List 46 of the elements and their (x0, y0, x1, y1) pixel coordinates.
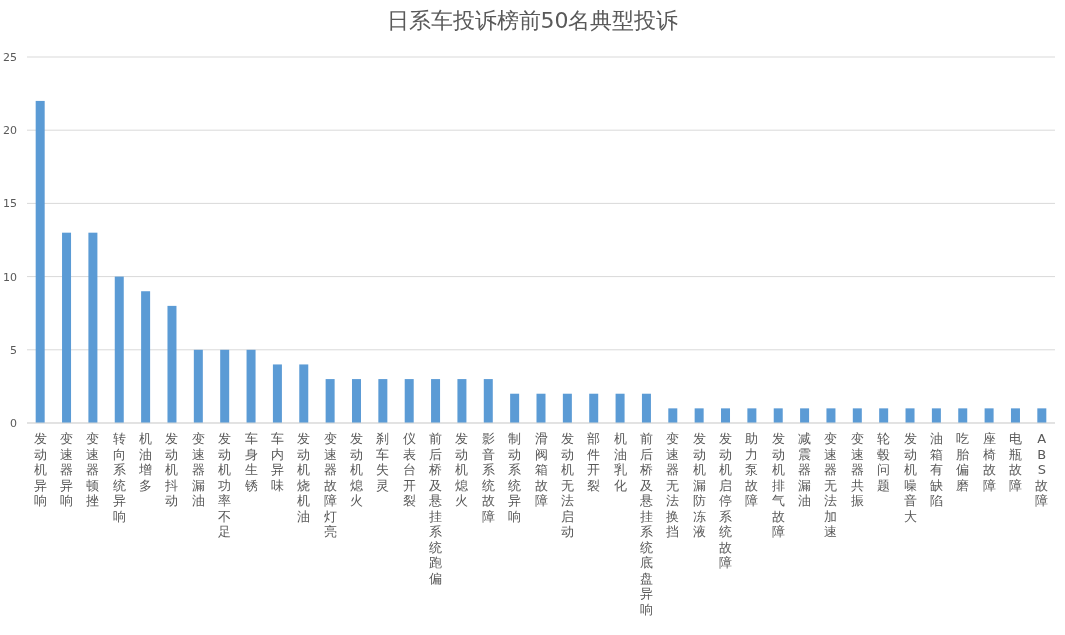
x-tick-label: 助力泵故障 (745, 431, 759, 508)
x-tick-label: 发动机漏防冻液 (692, 431, 706, 539)
y-tick-label: 20 (3, 124, 17, 138)
category-label: 前后桥及悬挂系统底盘异响 (639, 431, 653, 617)
y-tick-label: 25 (3, 51, 17, 64)
x-tick-label: 发动机排气故障 (771, 431, 785, 539)
x-tick-label: 变速器无法换挡 (666, 431, 680, 539)
x-tick-label: 变速器顿挫 (86, 431, 100, 508)
x-tick-label: 车身生锈 (243, 431, 258, 493)
x-tick-label: 座椅故障 (982, 431, 996, 493)
x-tick-label: 制动系统异响 (508, 431, 522, 524)
category-label: 发动机启停系统故障 (719, 431, 733, 570)
x-tick-label: 发动机无法启动 (560, 431, 574, 539)
x-tick-label: 轮毂问题 (877, 431, 891, 493)
x-tick-label: 发动机熄火 (349, 431, 363, 508)
x-tick-label: 发动机烧机油 (297, 431, 311, 524)
chart-title: 日系车投诉榜前50名典型投诉 (386, 8, 679, 33)
x-tick-label: 电瓶故障 (1008, 431, 1022, 493)
x-tick-label: 变速器漏油 (191, 431, 205, 508)
x-tick-label: 转向系统异响 (112, 431, 126, 524)
x-tick-label: 仪表台开裂 (402, 431, 416, 508)
y-tick-label: 0 (10, 417, 17, 430)
x-tick-label: 发动机异响 (33, 431, 47, 508)
x-tick-label: 发动机熄火 (455, 431, 469, 508)
x-tick-label: 机油乳化 (613, 431, 627, 493)
x-tick-label: ABS故障 (1035, 431, 1049, 508)
x-tick-label: 发动机功率不足 (218, 431, 232, 539)
y-tick-label: 5 (10, 343, 17, 357)
x-tick-label: 机油增多 (138, 431, 153, 493)
category-label: 前后桥及悬挂系统跑偏 (429, 431, 443, 586)
x-tick-label: 发动机抖动 (164, 431, 179, 508)
y-tick-label: 10 (3, 270, 17, 284)
x-tick-label: 刹车失灵 (376, 431, 390, 493)
x-tick-label: 变速器共振 (850, 431, 864, 508)
y-tick-label: 15 (3, 197, 17, 211)
x-tick-label: 变速器无法加速 (824, 431, 838, 539)
x-tick-label: 吃胎偏磨 (956, 431, 970, 493)
x-tick-label: 变速器故障灯亮 (323, 431, 337, 539)
x-tick-label: 车内异味 (270, 431, 284, 493)
x-tick-label: 变速器异响 (60, 431, 74, 508)
x-tick-label: 影音系统故障 (481, 431, 495, 524)
x-tick-label: 部件开裂 (587, 431, 601, 493)
x-tick-label: 发动机噪音大 (903, 431, 917, 524)
x-tick-label: 减震器漏油 (798, 431, 812, 508)
x-tick-label: 油箱有缺陷 (929, 431, 943, 508)
x-tick-label: 滑阀箱故障 (534, 431, 548, 508)
